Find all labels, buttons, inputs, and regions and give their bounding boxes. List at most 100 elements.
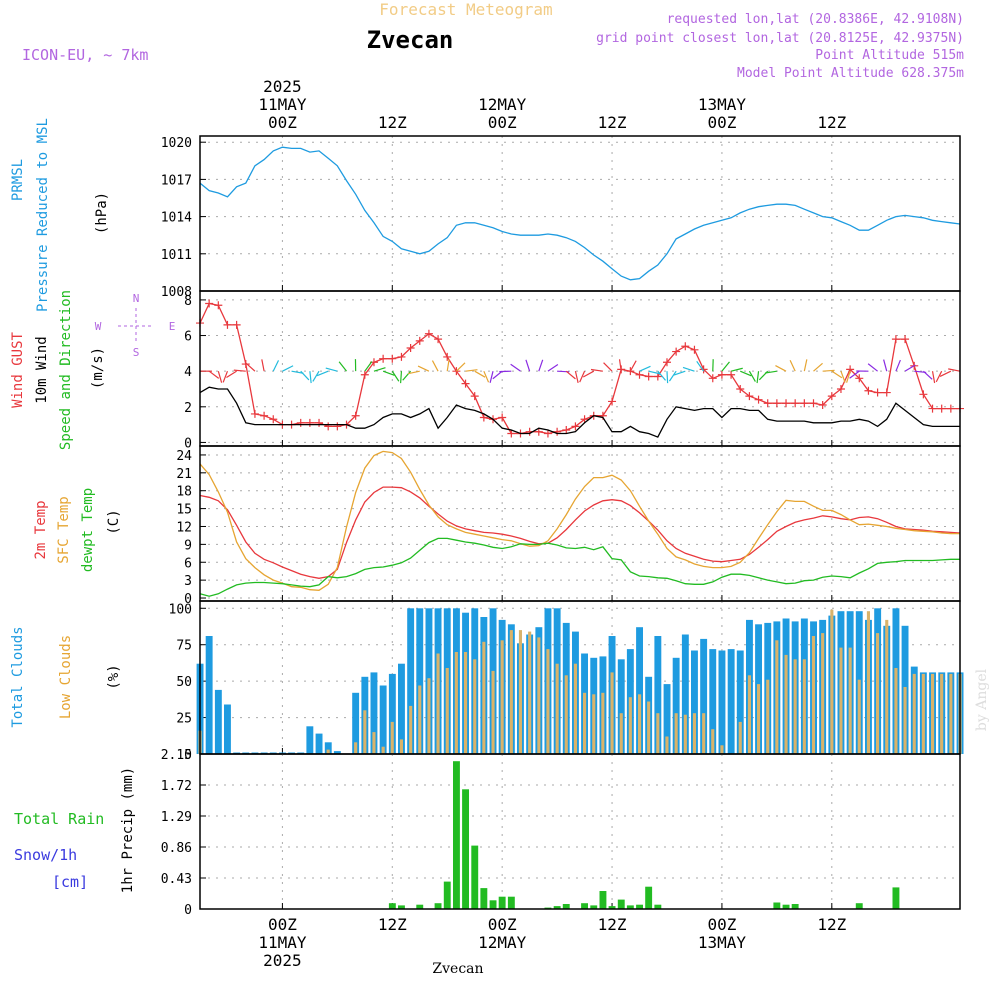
bar-low-clouds xyxy=(436,653,440,754)
y-tick-label: 4 xyxy=(184,365,192,380)
bar-low-clouds xyxy=(912,673,916,754)
clouds-unit: (%) xyxy=(106,664,122,689)
wind-direction-arrow xyxy=(261,359,265,372)
wind-direction-arrow xyxy=(391,370,400,382)
bar-total-clouds xyxy=(654,636,662,754)
bar-low-clouds xyxy=(546,649,550,754)
bottom-axis-label: 2025 xyxy=(263,951,302,970)
compass-n: N xyxy=(133,292,140,305)
bar-low-clouds xyxy=(418,685,422,754)
y-tick-label: 1.29 xyxy=(161,810,192,825)
bar-low-clouds xyxy=(702,713,706,754)
wind-direction-arrow xyxy=(312,370,320,382)
gust-marker xyxy=(443,352,452,361)
bar-total-rain xyxy=(507,896,515,909)
gust-marker xyxy=(553,427,562,436)
gust-marker xyxy=(351,411,360,420)
bar-low-clouds xyxy=(857,679,861,754)
wind-direction-arrow xyxy=(483,370,490,383)
bar-total-clouds xyxy=(315,733,323,754)
gust-marker xyxy=(534,427,543,436)
gust-marker xyxy=(415,336,424,345)
bar-low-clouds xyxy=(390,721,394,754)
requested-coords: requested lon,lat (20.8386E, 42.9108N) xyxy=(667,12,964,27)
bar-total-rain xyxy=(599,891,607,909)
bar-low-clouds xyxy=(757,684,761,754)
series-line-2m-temp xyxy=(199,486,961,579)
gust-marker xyxy=(296,418,305,427)
panel-side-labels: PRMSL Pressure Reduced to MSL (hPa) Wind GU… xyxy=(10,118,175,893)
bar-low-clouds xyxy=(674,713,678,754)
bar-total-clouds xyxy=(700,638,708,754)
wind-direction-arrow xyxy=(764,370,777,374)
wind-direction-arrow xyxy=(382,370,395,376)
bar-low-clouds xyxy=(473,659,477,754)
gust-marker xyxy=(315,418,324,427)
gust-marker xyxy=(836,384,845,393)
wind-direction-arrow xyxy=(510,363,521,372)
top-axis-label: 11MAY xyxy=(258,95,307,114)
wind-direction-arrow xyxy=(226,370,237,379)
gust-marker xyxy=(681,342,690,351)
bar-low-clouds xyxy=(500,640,504,754)
gust-marker xyxy=(644,372,653,381)
bar-total-rain xyxy=(654,904,662,909)
gust-marker xyxy=(269,415,278,424)
wind-direction-arrow xyxy=(813,362,823,372)
dewpt-label: dewpt Temp xyxy=(80,488,96,572)
top-axis-label: 12MAY xyxy=(478,95,527,114)
wind-direction-label: Speed and Direction xyxy=(58,290,74,450)
wind-direction-arrow xyxy=(803,359,808,372)
gust-marker xyxy=(543,429,552,438)
wind-direction-arrow xyxy=(895,359,901,372)
meteogram-panels: 1008101110141017102002468036912151821240… xyxy=(161,135,964,918)
bar-low-clouds xyxy=(445,668,449,754)
gust-marker xyxy=(782,399,791,408)
total-clouds-label: Total Clouds xyxy=(10,626,26,727)
gust-marker xyxy=(901,335,910,344)
bar-total-clouds xyxy=(407,608,415,754)
bar-low-clouds xyxy=(537,637,541,754)
bar-low-clouds xyxy=(610,672,614,754)
bar-low-clouds xyxy=(656,713,660,754)
bar-total-rain xyxy=(453,761,460,909)
wind-direction-arrow xyxy=(629,360,637,372)
bar-low-clouds xyxy=(692,713,696,754)
y-tick-label: 6 xyxy=(184,556,192,571)
bar-total-rain xyxy=(626,905,634,909)
gust-marker xyxy=(205,299,214,308)
bar-low-clouds xyxy=(454,652,458,754)
gust-label: Wind GUST xyxy=(10,332,26,408)
wind-direction-arrow xyxy=(789,360,796,372)
bar-total-rain xyxy=(791,904,799,909)
bar-total-clouds xyxy=(352,692,360,754)
y-tick-label: 2.15 xyxy=(161,748,192,763)
wind-direction-arrow xyxy=(748,370,756,382)
gust-marker xyxy=(507,429,516,438)
wind-direction-arrow xyxy=(489,371,494,383)
panel-frame xyxy=(199,135,961,292)
gust-marker xyxy=(864,386,873,395)
bar-total-clouds xyxy=(398,663,405,754)
wind-direction-arrow xyxy=(402,370,412,381)
wind-direction-arrow xyxy=(407,370,420,375)
bar-total-clouds xyxy=(672,657,680,754)
wind-direction-arrow xyxy=(639,365,651,372)
wind-direction-arrow xyxy=(492,370,503,380)
wind-direction-arrow xyxy=(666,371,669,384)
gust-marker xyxy=(470,392,479,401)
wind-direction-arrow xyxy=(682,366,695,372)
wind-direction-arrow xyxy=(931,371,936,384)
gust-marker xyxy=(498,413,507,422)
y-tick-label: 2 xyxy=(184,401,192,416)
location-title: Zvecan xyxy=(367,26,454,54)
bar-low-clouds xyxy=(491,670,495,754)
top-axis-label: 12Z xyxy=(817,113,846,132)
gust-marker xyxy=(754,395,763,404)
series-line-dewpt-temp xyxy=(199,537,960,597)
wind-direction-arrow xyxy=(939,370,952,377)
y-tick-label: 6 xyxy=(184,330,192,345)
wind-direction-arrow xyxy=(831,370,843,379)
y-tick-label: 25 xyxy=(176,712,192,727)
gust-marker xyxy=(333,422,342,431)
